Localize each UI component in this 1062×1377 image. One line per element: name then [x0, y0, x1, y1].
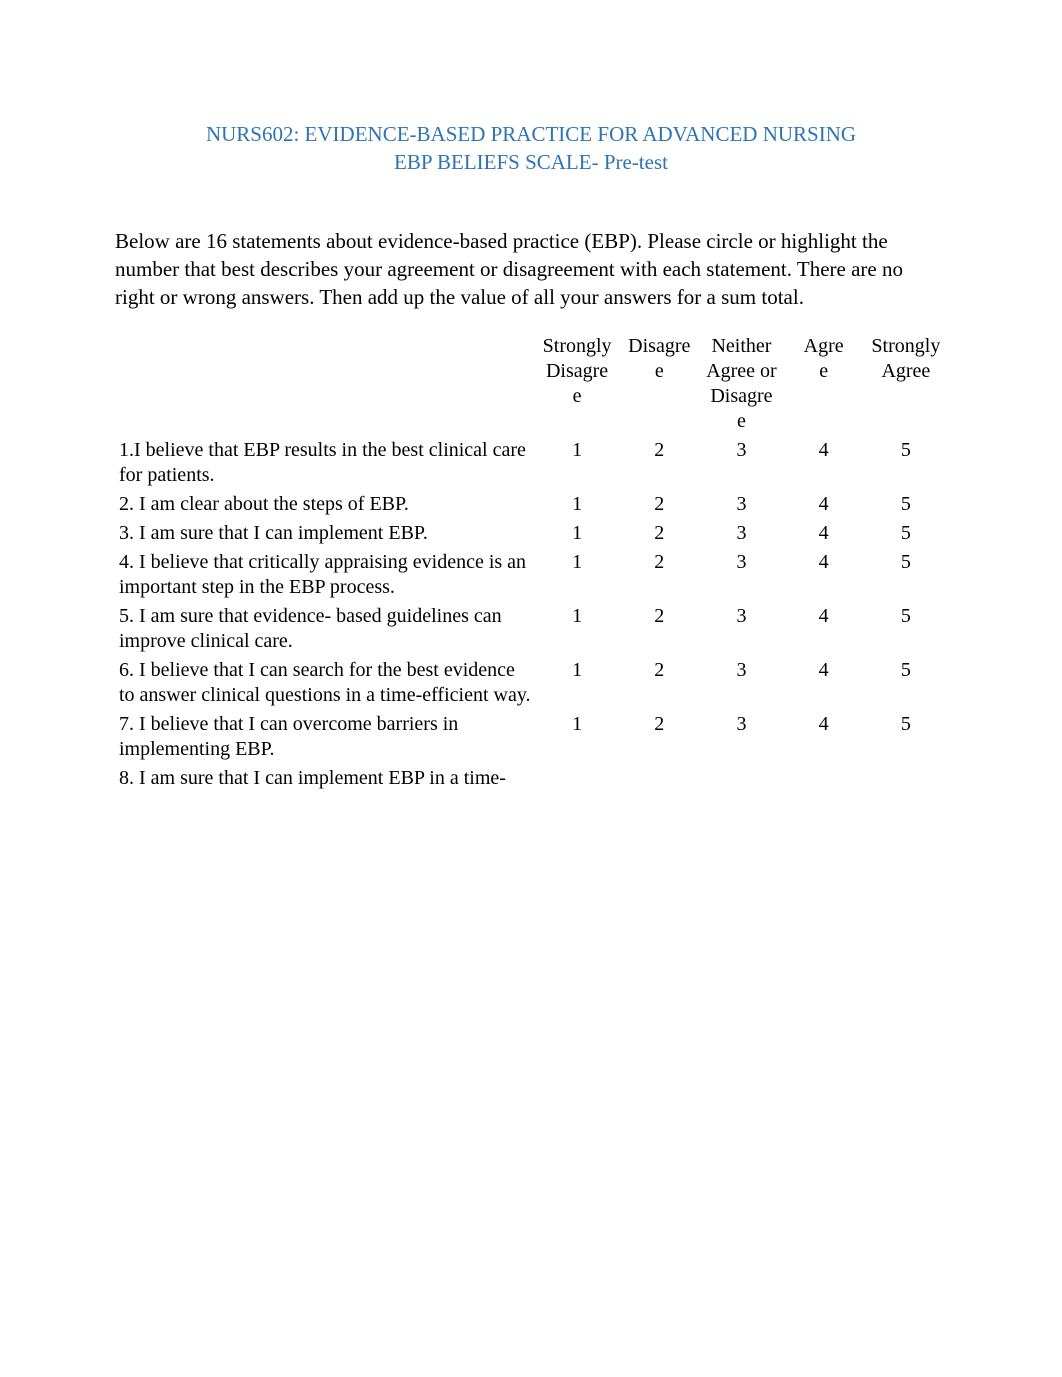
value-cell: 1: [536, 548, 618, 602]
h2l1: Agree or: [706, 360, 777, 382]
value-cell: [536, 764, 618, 793]
h4l1: Agree: [881, 360, 930, 382]
table-row: 3. I am sure that I can implement EBP. 1…: [115, 519, 947, 548]
title-line-1: NURS602: EVIDENCE-BASED PRACTICE FOR ADV…: [115, 120, 947, 148]
header-strongly-agree: Strongly Agree: [865, 332, 947, 436]
h4l0: Strongly: [871, 335, 940, 357]
table-row: 6. I believe that I can search for the b…: [115, 656, 947, 710]
value-cell: 3: [700, 710, 782, 764]
survey-table: Strongly Disagre e Disagre e Neither Agr…: [115, 332, 947, 793]
value-cell: 4: [783, 602, 865, 656]
table-header-row: Strongly Disagre e Disagre e Neither Agr…: [115, 332, 947, 436]
value-cell: 5: [865, 602, 947, 656]
value-cell: 1: [536, 710, 618, 764]
h1l0: Disagre: [628, 335, 690, 357]
value-cell: 5: [865, 436, 947, 490]
statement-cell: 1.I believe that EBP results in the best…: [115, 436, 536, 490]
value-cell: 2: [618, 656, 700, 710]
value-cell: 5: [865, 519, 947, 548]
value-cell: 4: [783, 519, 865, 548]
h2l0: Neither: [711, 335, 771, 357]
value-cell: 3: [700, 490, 782, 519]
value-cell: 4: [783, 710, 865, 764]
value-cell: 4: [783, 436, 865, 490]
value-cell: 4: [783, 548, 865, 602]
value-cell: 1: [536, 602, 618, 656]
h3l0: Agre: [804, 335, 844, 357]
table-row: 5. I am sure that evidence- based guidel…: [115, 602, 947, 656]
h3l1: e: [819, 360, 828, 382]
header-blank: [115, 332, 536, 436]
value-cell: 1: [536, 519, 618, 548]
h2l3: e: [737, 410, 746, 432]
value-cell: 2: [618, 548, 700, 602]
value-cell: 1: [536, 490, 618, 519]
statement-cell: 3. I am sure that I can implement EBP.: [115, 519, 536, 548]
value-cell: 5: [865, 490, 947, 519]
value-cell: 3: [700, 656, 782, 710]
statement-cell: 8. I am sure that I can implement EBP in…: [115, 764, 536, 793]
value-cell: 5: [865, 548, 947, 602]
value-cell: 5: [865, 656, 947, 710]
value-cell: 2: [618, 602, 700, 656]
value-cell: [783, 764, 865, 793]
header-neither: Neither Agree or Disagre e: [700, 332, 782, 436]
value-cell: 1: [536, 656, 618, 710]
intro-paragraph: Below are 16 statements about evidence-b…: [115, 227, 947, 312]
title-line-2: EBP BELIEFS SCALE- Pre-test: [115, 148, 947, 176]
value-cell: 4: [783, 656, 865, 710]
value-cell: 4: [783, 490, 865, 519]
value-cell: [700, 764, 782, 793]
header-agree: Agre e: [783, 332, 865, 436]
table-row: 2. I am clear about the steps of EBP. 1 …: [115, 490, 947, 519]
value-cell: 1: [536, 436, 618, 490]
h0l2: e: [573, 385, 582, 407]
statement-cell: 2. I am clear about the steps of EBP.: [115, 490, 536, 519]
statement-cell: 7. I believe that I can overcome barrier…: [115, 710, 536, 764]
value-cell: 3: [700, 602, 782, 656]
h2l2: Disagre: [710, 385, 772, 407]
value-cell: [618, 764, 700, 793]
h1l1: e: [655, 360, 664, 382]
value-cell: [865, 764, 947, 793]
value-cell: 3: [700, 548, 782, 602]
value-cell: 2: [618, 519, 700, 548]
h0l0: Strongly: [543, 335, 612, 357]
statement-cell: 6. I believe that I can search for the b…: [115, 656, 536, 710]
statement-cell: 4. I believe that critically appraising …: [115, 548, 536, 602]
document-title-block: NURS602: EVIDENCE-BASED PRACTICE FOR ADV…: [115, 120, 947, 177]
table-row: 7. I believe that I can overcome barrier…: [115, 710, 947, 764]
header-strongly-disagree: Strongly Disagre e: [536, 332, 618, 436]
value-cell: 2: [618, 490, 700, 519]
value-cell: 3: [700, 519, 782, 548]
table-row: 1.I believe that EBP results in the best…: [115, 436, 947, 490]
statement-cell: 5. I am sure that evidence- based guidel…: [115, 602, 536, 656]
value-cell: 2: [618, 436, 700, 490]
value-cell: 5: [865, 710, 947, 764]
table-row: 8. I am sure that I can implement EBP in…: [115, 764, 947, 793]
h0l1: Disagre: [546, 360, 608, 382]
table-row: 4. I believe that critically appraising …: [115, 548, 947, 602]
value-cell: 3: [700, 436, 782, 490]
value-cell: 2: [618, 710, 700, 764]
header-disagree: Disagre e: [618, 332, 700, 436]
